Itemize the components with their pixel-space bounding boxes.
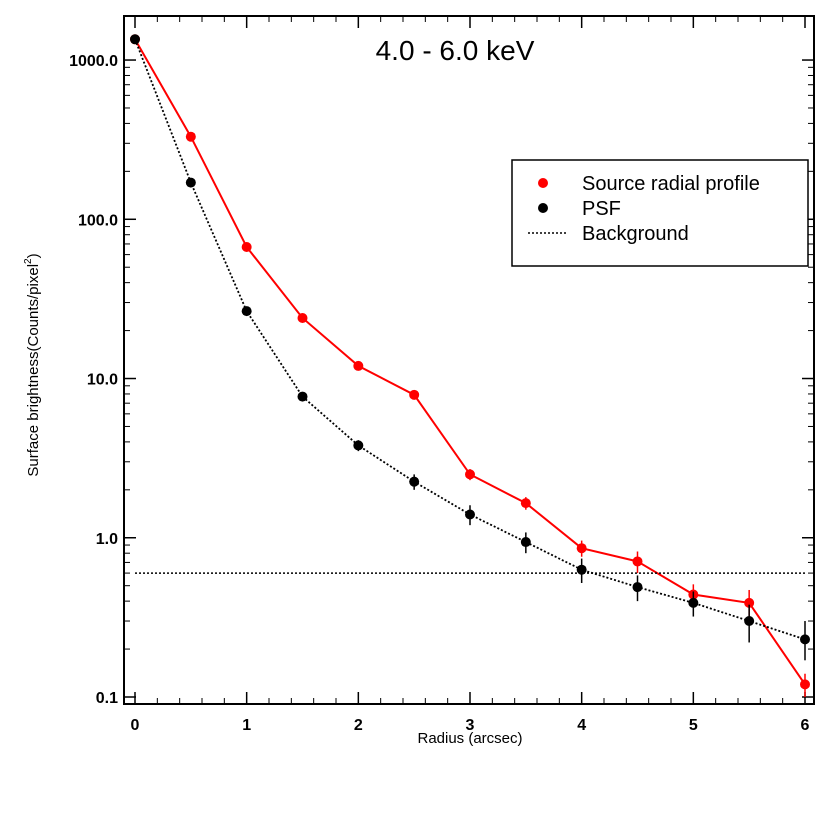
psf-data-point	[576, 564, 587, 575]
x-tick-label: 1	[242, 717, 251, 734]
y-tick-label: 0.1	[96, 690, 118, 707]
x-tick-label: 0	[131, 717, 140, 734]
y-tick-label: 100.0	[78, 212, 118, 229]
y-axis-label-superscript: 2	[23, 258, 34, 264]
psf-data-point	[688, 597, 699, 608]
x-tick-label: 5	[689, 717, 698, 734]
y-tick-label: 1000.0	[69, 53, 118, 70]
source-data-point	[297, 312, 308, 323]
psf-data-point	[465, 509, 475, 520]
axis-ticks: 0 1 2 3 4 5 6 0.1 1.0 10.0 100.0 1000.0	[69, 16, 814, 734]
y-tick-label: 10.0	[87, 372, 118, 389]
source-data-point	[520, 498, 531, 509]
y-tick-label: 1.0	[96, 531, 118, 548]
source-data-point	[241, 241, 252, 252]
source-data-point	[744, 597, 755, 608]
source-data-point	[409, 389, 420, 400]
x-tick-label: 3	[466, 717, 475, 734]
psf-data-point	[632, 582, 643, 593]
legend-label-background: Background	[582, 223, 689, 245]
legend-label-source: Source radial profile	[582, 173, 760, 195]
y-axis-label: Surface brightness(Counts/pixel2)	[23, 253, 42, 476]
plot-frame	[123, 15, 815, 705]
y-axis-label-close: )	[25, 253, 42, 258]
source-profile-line	[134, 38, 806, 685]
source-data-point	[632, 556, 643, 567]
psf-data-point	[520, 537, 531, 548]
source-data-point	[800, 679, 810, 690]
data-series	[130, 34, 810, 697]
psf-data-point	[185, 177, 196, 188]
legend-marker-psf	[538, 203, 548, 213]
source-data-point	[576, 543, 587, 554]
psf-data-point	[744, 616, 755, 627]
psf-data-point	[800, 634, 810, 645]
psf-data-point	[241, 306, 252, 317]
psf-data-point	[353, 440, 364, 451]
chart-title: 4.0 - 6.0 keV	[376, 35, 535, 66]
source-data-point	[185, 131, 196, 142]
x-tick-label: 2	[354, 717, 363, 734]
legend-box	[511, 159, 809, 267]
legend: Source radial profile PSF Background	[511, 159, 809, 267]
legend-marker-source	[538, 178, 548, 188]
psf-data-point	[130, 34, 140, 45]
legend-label-psf: PSF	[582, 198, 621, 220]
source-data-point	[353, 360, 364, 371]
y-axis-label-main: Surface brightness(Counts/pixel	[25, 264, 42, 477]
x-axis-label: Radius (arcsec)	[417, 730, 522, 747]
source-data-point	[465, 469, 475, 480]
psf-line	[134, 38, 806, 641]
psf-data-point	[409, 476, 420, 487]
psf-data-point	[297, 391, 308, 402]
x-tick-label: 6	[801, 717, 810, 734]
x-tick-label: 4	[577, 717, 586, 734]
